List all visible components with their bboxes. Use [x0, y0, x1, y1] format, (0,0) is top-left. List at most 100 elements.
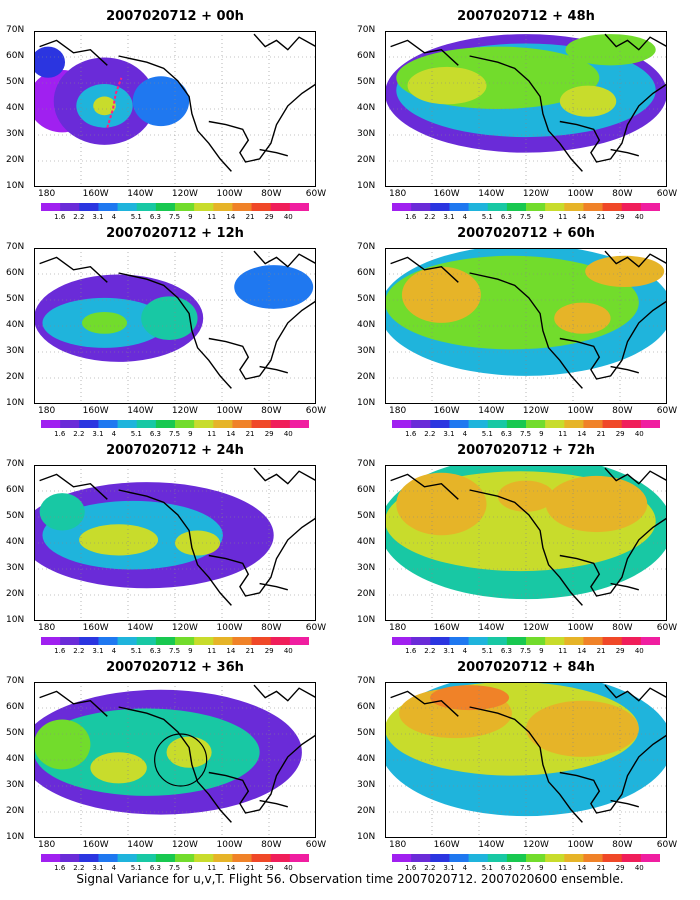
- colorbar-label: 29: [264, 647, 274, 655]
- colorbar-label: 1.6: [405, 213, 417, 221]
- colorbar-swatch: [526, 420, 546, 428]
- colorbar-swatch: [564, 854, 584, 862]
- colorbar-swatch: [468, 854, 489, 862]
- colorbar-swatch: [449, 854, 470, 862]
- colorbar-swatch: [289, 203, 309, 211]
- colorbar-label: 29: [264, 213, 274, 221]
- colorbar-swatch: [583, 420, 604, 428]
- coastline: [259, 148, 288, 157]
- latitude-label: 30N: [357, 346, 376, 356]
- coastline: [390, 256, 459, 283]
- variance-contour: [79, 524, 159, 556]
- colorbar-label: 40: [634, 864, 644, 872]
- map-frame: [385, 465, 667, 621]
- latitude-label: 10N: [357, 832, 376, 842]
- variance-map: [34, 248, 316, 404]
- coastline: [118, 489, 232, 606]
- colorbar-swatch: [136, 203, 157, 211]
- colorbar-swatch: [526, 854, 546, 862]
- colorbar-swatch: [136, 637, 157, 645]
- coastline: [390, 690, 459, 717]
- variance-contour: [141, 296, 198, 341]
- colorbar-label: 21: [245, 213, 255, 221]
- latitude-label: 50N: [6, 511, 25, 521]
- latitude-label: 10N: [6, 832, 25, 842]
- colorbar-label: 9: [539, 213, 544, 221]
- colorbar-label: 2.2: [73, 430, 85, 438]
- colorbar: [41, 637, 309, 645]
- colorbar-swatch: [136, 854, 157, 862]
- colorbar-label: 2.2: [73, 647, 85, 655]
- latitude-label: 50N: [357, 511, 376, 521]
- colorbar-swatch: [41, 637, 61, 645]
- colorbar-label: 2.2: [424, 213, 436, 221]
- longitude-label: 180: [389, 406, 407, 416]
- colorbar-swatch: [545, 203, 565, 211]
- colorbar-swatch: [392, 637, 412, 645]
- colorbar-label: 6.3: [500, 647, 512, 655]
- colorbar-label: 9: [188, 430, 193, 438]
- longitude-label: 140W: [478, 406, 505, 416]
- colorbar-label: 9: [539, 864, 544, 872]
- colorbar-label: 6.3: [149, 213, 161, 221]
- colorbar-label: 40: [634, 430, 644, 438]
- longitude-label: 180: [389, 189, 407, 199]
- colorbar-label: 3.1: [92, 864, 104, 872]
- coastline: [253, 33, 316, 51]
- colorbar-swatch: [60, 637, 80, 645]
- colorbar-label: 1.6: [405, 430, 417, 438]
- flight-track: [106, 77, 123, 128]
- longitude-label: 100W: [216, 189, 243, 199]
- panel-title: 2007020712 + 84h: [457, 660, 595, 675]
- latitude-label: 30N: [6, 780, 25, 790]
- coastline: [469, 706, 583, 823]
- colorbar-swatch: [98, 637, 119, 645]
- longitude-label: 140W: [478, 840, 505, 850]
- latitude-label: 70N: [6, 676, 25, 686]
- longitude-label: 160W: [82, 189, 109, 199]
- colorbar-label: 1.6: [54, 864, 66, 872]
- colorbar-swatch: [411, 637, 431, 645]
- latitude-label: 30N: [6, 129, 25, 139]
- colorbar-label: 3.1: [92, 213, 104, 221]
- colorbar-swatch: [640, 420, 660, 428]
- longitude-label: 60W: [305, 840, 327, 850]
- colorbar-label: 5.1: [481, 647, 493, 655]
- variance-contour: [545, 475, 648, 533]
- colorbar-label: 21: [245, 864, 255, 872]
- latitude-label: 30N: [357, 129, 376, 139]
- colorbar-swatch: [621, 637, 642, 645]
- longitude-label: 120W: [171, 189, 198, 199]
- longitude-label: 140W: [127, 189, 154, 199]
- colorbar-swatch: [194, 854, 214, 862]
- colorbar-label: 29: [615, 864, 625, 872]
- colorbar-swatch: [155, 420, 176, 428]
- colorbar-swatch: [175, 854, 195, 862]
- colorbar: [392, 854, 660, 862]
- colorbar-label: 9: [539, 430, 544, 438]
- longitude-label: 140W: [127, 840, 154, 850]
- colorbar-swatch: [117, 854, 138, 862]
- longitude-label: 60W: [656, 189, 678, 199]
- variance-map: [34, 31, 316, 187]
- colorbar-label: 11: [207, 430, 217, 438]
- colorbar-label: 5.1: [481, 430, 493, 438]
- variance-map: [385, 682, 667, 838]
- longitude-label: 180: [38, 840, 56, 850]
- coastline: [610, 365, 639, 374]
- colorbar-label: 14: [226, 864, 236, 872]
- colorbar-label: 3.1: [443, 864, 455, 872]
- colorbar-label: 14: [226, 213, 236, 221]
- latitude-label: 60N: [357, 485, 376, 495]
- colorbar-swatch: [136, 420, 157, 428]
- colorbar-swatch: [526, 203, 546, 211]
- colorbar-label: 1.6: [405, 864, 417, 872]
- colorbar-swatch: [487, 637, 508, 645]
- colorbar-swatch: [194, 637, 214, 645]
- longitude-label: 80W: [612, 406, 633, 416]
- latitude-label: 20N: [6, 806, 25, 816]
- colorbar-label: 7.5: [520, 213, 532, 221]
- colorbar-label: 4: [111, 864, 117, 872]
- colorbar-swatch: [411, 203, 431, 211]
- latitude-label: 60N: [6, 268, 25, 278]
